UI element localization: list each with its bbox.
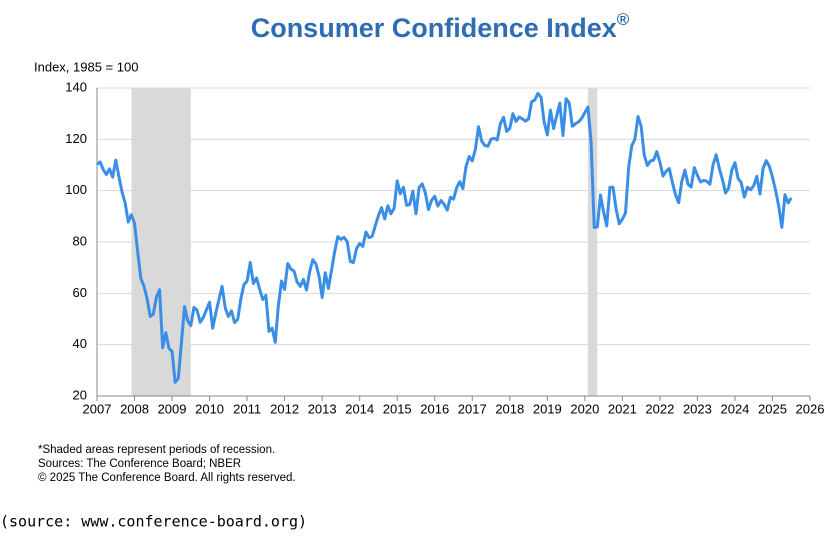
x-tick-label: 2019 [533, 401, 562, 416]
x-tick-label: 2025 [758, 401, 787, 416]
y-tick-label: 20 [73, 387, 87, 402]
title-mark: ® [617, 10, 630, 29]
source: (source: www.conference-board.org) [0, 513, 307, 531]
y-tick-label: 80 [73, 233, 87, 248]
x-tick-label: 2026 [796, 401, 825, 416]
x-tick-label: 2022 [645, 401, 674, 416]
x-tick-label: 2010 [195, 401, 224, 416]
x-tick-label: 2013 [308, 401, 337, 416]
x-tick-label: 2018 [495, 401, 524, 416]
y-tick-label: 40 [73, 336, 87, 351]
x-tick-label: 2008 [120, 401, 149, 416]
y-tick-label: 60 [73, 285, 87, 300]
x-tick-label: 2007 [83, 401, 112, 416]
footnote: *Shaded areas represent periods of reces… [38, 444, 275, 456]
x-tick-label: 2011 [233, 401, 261, 416]
footnote: © 2025 The Conference Board. All rights … [38, 472, 296, 484]
chart-title: Consumer Confidence Index® [251, 10, 630, 43]
x-tick-label: 2012 [270, 401, 299, 416]
x-tick-label: 2023 [683, 401, 712, 416]
x-tick-label: 2015 [383, 401, 412, 416]
y-axis-label: Index, 1985 = 100 [34, 59, 138, 74]
x-tick-label: 2020 [570, 401, 599, 416]
y-tick-label: 140 [65, 79, 87, 94]
title-text: Consumer Confidence Index [251, 13, 617, 43]
x-tick-label: 2024 [720, 401, 749, 416]
x-tick-label: 2021 [608, 401, 637, 416]
y-tick-label: 100 [65, 182, 87, 197]
footnote: Sources: The Conference Board; NBER [38, 458, 241, 470]
x-tick-label: 2017 [458, 401, 487, 416]
data-line [96, 91, 793, 384]
y-tick-label: 120 [65, 131, 87, 146]
x-tick-label: 2016 [420, 401, 449, 416]
x-tick-label: 2009 [158, 401, 187, 416]
x-tick-label: 2014 [345, 401, 374, 416]
